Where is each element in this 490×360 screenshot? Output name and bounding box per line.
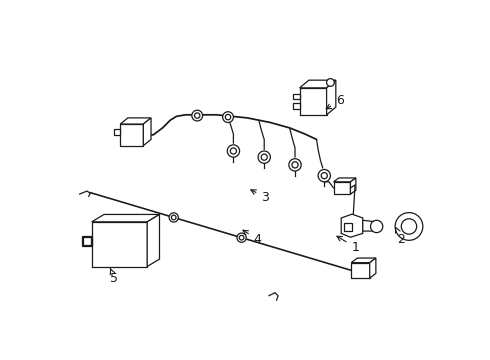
Circle shape xyxy=(258,151,270,163)
Polygon shape xyxy=(120,118,151,124)
Text: 2: 2 xyxy=(395,228,405,246)
Polygon shape xyxy=(92,222,147,266)
Circle shape xyxy=(227,145,240,157)
Polygon shape xyxy=(351,258,376,263)
Circle shape xyxy=(401,219,416,234)
Polygon shape xyxy=(294,103,300,109)
Circle shape xyxy=(222,112,233,122)
Polygon shape xyxy=(334,178,356,182)
Circle shape xyxy=(230,148,237,154)
Polygon shape xyxy=(114,129,120,135)
Polygon shape xyxy=(351,263,370,278)
Polygon shape xyxy=(143,118,151,145)
Polygon shape xyxy=(82,236,92,247)
Polygon shape xyxy=(300,80,336,88)
Polygon shape xyxy=(83,237,91,245)
Text: 4: 4 xyxy=(243,230,261,246)
Circle shape xyxy=(225,114,231,120)
Polygon shape xyxy=(350,178,356,194)
Polygon shape xyxy=(92,215,159,222)
Circle shape xyxy=(237,233,246,242)
Polygon shape xyxy=(370,258,376,278)
Text: 1: 1 xyxy=(337,236,359,254)
Circle shape xyxy=(192,110,203,121)
Circle shape xyxy=(172,215,176,220)
Circle shape xyxy=(395,213,423,240)
Circle shape xyxy=(370,220,383,233)
Polygon shape xyxy=(327,80,336,115)
Polygon shape xyxy=(147,215,159,266)
Text: 3: 3 xyxy=(251,190,269,204)
Polygon shape xyxy=(334,182,350,194)
Circle shape xyxy=(289,159,301,171)
Circle shape xyxy=(321,172,327,179)
Polygon shape xyxy=(300,88,327,115)
Text: 5: 5 xyxy=(110,269,118,284)
Circle shape xyxy=(195,113,200,118)
Polygon shape xyxy=(341,214,363,237)
Polygon shape xyxy=(120,124,143,145)
Circle shape xyxy=(318,170,330,182)
Polygon shape xyxy=(294,94,300,99)
Circle shape xyxy=(326,78,334,86)
Circle shape xyxy=(239,235,244,240)
Text: 6: 6 xyxy=(326,94,343,109)
Circle shape xyxy=(292,162,298,168)
Circle shape xyxy=(169,213,178,222)
Polygon shape xyxy=(344,223,352,231)
Circle shape xyxy=(261,154,268,160)
Polygon shape xyxy=(363,220,377,231)
